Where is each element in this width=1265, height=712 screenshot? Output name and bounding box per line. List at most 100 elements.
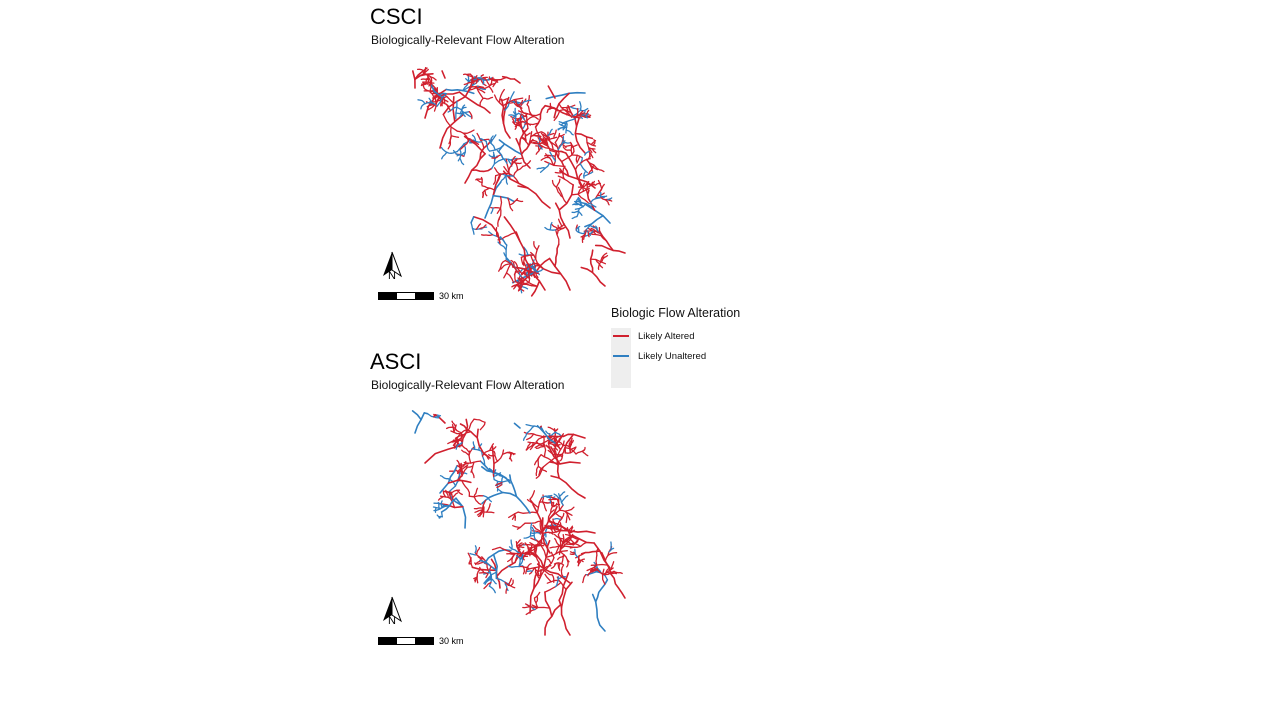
stream-segment-unaltered [584,214,604,228]
stream-segment-unaltered [554,431,562,437]
stream-segment-altered [496,561,516,578]
stream-segment-altered [511,284,518,288]
stream-segment-altered [496,484,503,489]
legend-key-background [611,328,631,388]
stream-segment-altered [535,595,539,604]
stream-segment-altered [545,153,555,167]
stream-segment-unaltered [490,207,494,215]
stream-segment-altered [529,490,536,500]
stream-segment-unaltered [522,432,528,441]
stream-segment-altered [451,492,459,499]
stream-segment-altered [468,111,473,120]
stream-segment-altered [546,107,551,114]
stream-segment-unaltered [544,495,552,499]
stream-segment-altered [451,424,455,433]
stream-segment-altered [539,521,544,535]
stream-segment-altered [541,569,553,576]
legend-swatch-unaltered [613,355,629,357]
stream-network-map-asci [411,410,626,636]
stream-segment-altered [547,525,555,528]
stream-segment-altered [456,459,461,468]
stream-segment-altered [493,167,501,176]
stream-segment-altered [554,444,562,451]
stream-segment-unaltered [571,215,578,220]
stream-segment-altered [593,542,611,569]
stream-segment-altered [482,187,491,194]
stream-segment-unaltered [471,134,477,143]
stream-segment-unaltered [606,197,613,201]
stream-segment-unaltered [455,441,463,450]
stream-segment-altered [482,191,485,198]
stream-segment-altered [558,562,561,571]
stream-segment-altered [544,591,553,618]
scale-bar-label: 30 km [439,636,464,646]
stream-segment-altered [549,545,562,549]
stream-segment-unaltered [547,128,553,137]
stream-segment-unaltered [508,114,517,118]
stream-segment-unaltered [479,138,487,143]
stream-segment-altered [515,199,524,203]
stream-segment-altered [581,180,590,188]
stream-segment-altered [531,604,551,609]
stream-segment-altered [593,567,604,575]
stream-segment-unaltered [558,123,566,127]
stream-segment-altered [540,156,551,161]
stream-segment-altered [572,433,586,439]
stream-segment-altered [466,137,480,145]
stream-segment-unaltered [536,424,541,429]
stream-segment-unaltered [588,230,594,235]
stream-segment-altered [540,132,548,140]
stream-segment-altered [414,73,434,81]
stream-segment-unaltered [498,139,523,156]
stream-segment-altered [523,431,535,435]
stream-segment-unaltered [497,241,507,251]
stream-segment-altered [445,426,454,430]
stream-segment-altered [537,454,542,468]
stream-segment-altered [476,504,484,516]
stream-segment-unaltered [488,138,496,151]
legend-swatch-altered [613,335,629,337]
stream-segment-unaltered [495,577,511,586]
stream-segment-altered [559,453,564,462]
stream-segment-altered [570,437,573,446]
stream-segment-altered [470,167,493,173]
stream-segment-altered [565,144,573,147]
stream-segment-unaltered [479,559,498,572]
stream-segment-altered [576,115,587,118]
stream-segment-altered [544,573,552,583]
stream-segment-unaltered [434,415,442,417]
stream-segment-unaltered [472,441,476,450]
stream-segment-unaltered [521,99,532,104]
stream-segment-altered [511,552,516,564]
stream-segment-unaltered [549,151,557,162]
stream-segment-altered [550,500,553,508]
stream-segment-unaltered [470,216,475,224]
stream-segment-unaltered [426,413,440,419]
stream-segment-altered [484,78,491,87]
stream-segment-unaltered [583,223,593,235]
stream-segment-altered [531,116,539,120]
stream-segment-altered [520,113,528,118]
stream-segment-altered [557,534,562,553]
stream-segment-altered [606,571,617,575]
stream-segment-unaltered [561,135,565,145]
stream-segment-altered [420,78,429,81]
stream-segment-altered [566,558,569,568]
stream-segment-altered [422,83,430,92]
stream-segment-unaltered [558,121,567,125]
stream-segment-unaltered [459,104,466,115]
stream-segment-altered [557,522,562,536]
stream-segment-altered [473,507,484,510]
stream-segment-altered [479,421,486,431]
stream-segment-altered [527,130,533,147]
stream-segment-altered [550,475,586,499]
stream-segment-altered [535,569,540,575]
stream-segment-altered [477,509,485,518]
stream-segment-altered [529,442,537,451]
stream-segment-unaltered [577,226,580,234]
stream-segment-unaltered [488,154,495,158]
stream-segment-altered [459,423,478,439]
stream-segment-unaltered [521,121,526,130]
stream-segment-unaltered [441,151,448,160]
stream-segment-altered [549,461,581,465]
